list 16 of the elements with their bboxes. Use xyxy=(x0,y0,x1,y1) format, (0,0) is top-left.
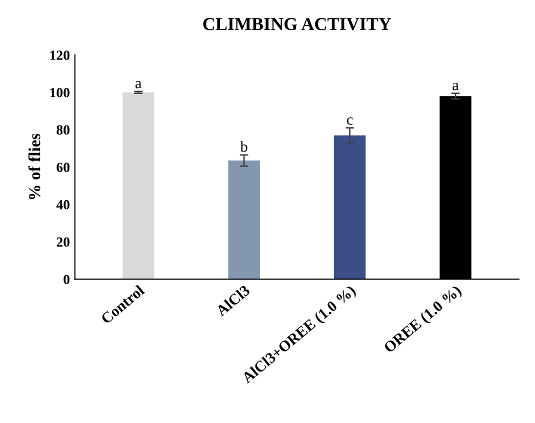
bar xyxy=(228,160,260,280)
y-tick-label: 100 xyxy=(50,88,70,98)
y-axis-title: % of flies xyxy=(28,134,40,200)
y-tick-label: 20 xyxy=(56,237,70,247)
y-tick-label: 120 xyxy=(50,50,70,60)
y-tick-label: 40 xyxy=(56,200,70,210)
annotation: b xyxy=(240,141,248,152)
annotation: c xyxy=(346,117,353,125)
y-tick-label: 0 xyxy=(64,274,70,284)
bar xyxy=(334,135,366,280)
y-tick-label: 80 xyxy=(56,125,70,135)
bar xyxy=(122,92,154,280)
chart-title: CLIMBING ACTIVITY xyxy=(203,18,392,30)
y-tick-label: 60 xyxy=(56,162,70,172)
annotation: a xyxy=(452,82,459,90)
annotation: a xyxy=(135,81,142,88)
